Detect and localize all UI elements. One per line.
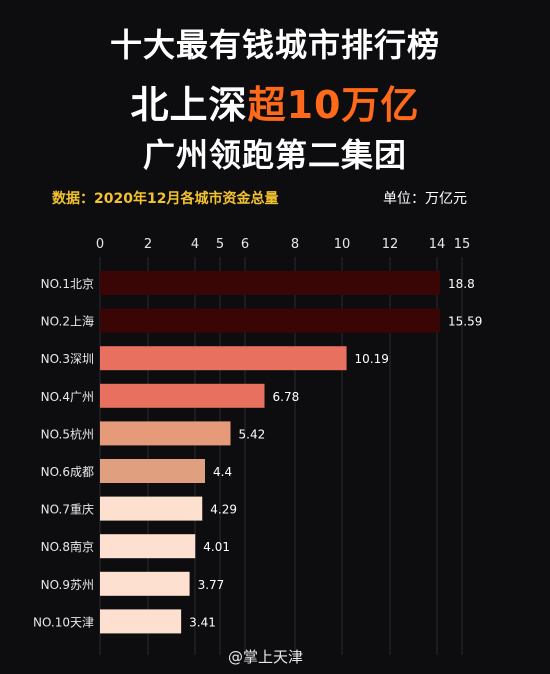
bar [100,534,196,559]
unit-label: 单位：万亿元 [383,191,467,207]
x-tick-label: 0 [96,237,104,252]
x-tick-label: 10 [334,237,351,252]
bar [100,308,440,333]
bar [100,571,190,596]
bar-chart: 0 2 4 5 6 8 10 12 14 15 NO.1北京 18.8 NO.2上海 15.59 NO.3深… [33,237,482,655]
title-line-2-prefix: 北上深 [130,83,248,127]
data-source-label: 数据：2020年12月各城市资金总量 [52,191,279,207]
data-label: 6.78 [273,390,300,404]
data-label: 4.29 [210,503,237,517]
category-label: NO.2上海 [41,314,94,329]
data-label: 5.42 [239,427,266,441]
bar [100,421,231,446]
data-label: 4.4 [213,465,232,479]
x-tick-label: 8 [291,237,299,252]
x-tick-label: 5 [216,237,224,252]
category-label: NO.6成都 [41,465,94,479]
category-label: NO.3深圳 [41,352,94,366]
category-label: NO.8南京 [41,539,94,554]
data-label: 15.59 [448,315,482,329]
title-line-2: 北上深超10万亿 [0,74,550,129]
data-label: 18.8 [448,277,475,291]
bar [100,383,265,408]
category-label: NO.1北京 [41,277,94,291]
category-label: NO.7重庆 [41,503,94,517]
bar [100,271,440,295]
bar [100,496,203,521]
title-line-3: 广州领跑第二集团 [142,136,407,174]
x-tick-label: 6 [241,237,249,252]
x-tick-label: 15 [454,237,471,252]
x-tick-label: 12 [382,237,399,252]
category-label: NO.5杭州 [41,426,94,441]
watermark: @掌上天津 [228,648,304,666]
bar [100,609,182,634]
data-label: 4.01 [203,540,230,554]
data-label: 3.41 [189,615,216,629]
data-label: 10.19 [355,352,389,366]
bar [100,459,205,483]
title-line-1: 十大最有钱城市排行榜 [109,26,440,64]
x-tick-label: 2 [144,237,152,252]
data-label: 3.77 [198,578,225,592]
x-tick-label: 14 [429,237,446,252]
category-label: NO.9苏州 [41,578,94,592]
title-line-2-highlight: 超10万亿 [247,83,420,127]
category-label: NO.4广州 [41,390,94,404]
category-label: NO.10天津 [33,615,94,629]
x-tick-label: 4 [191,237,199,252]
bar [100,346,347,371]
